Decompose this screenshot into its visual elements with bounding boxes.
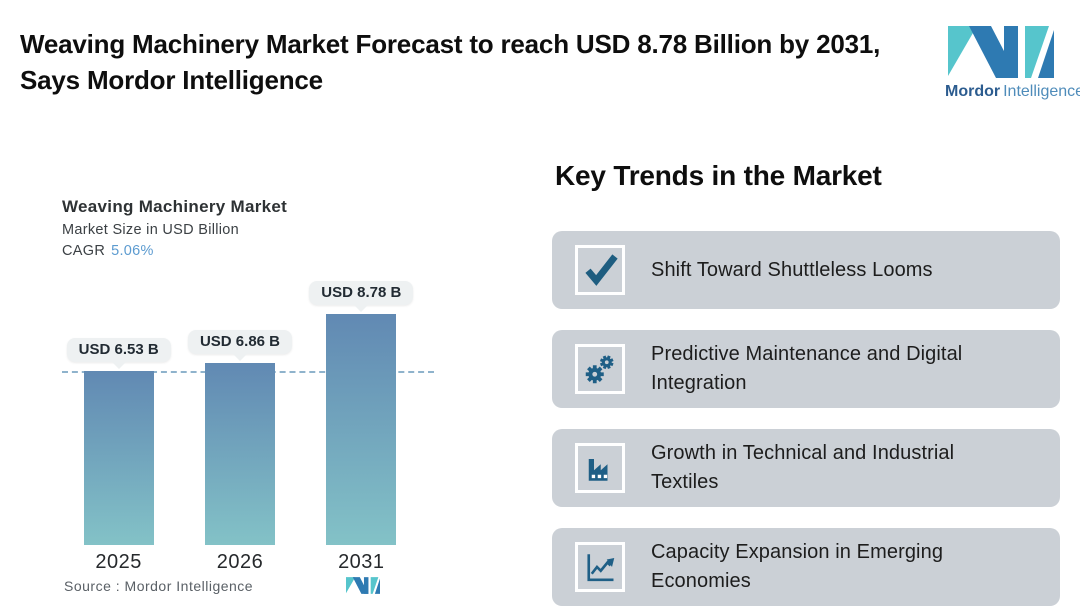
bar-group: USD 8.78 B	[301, 281, 422, 545]
page-title: Weaving Machinery Market Forecast to rea…	[20, 29, 881, 95]
mi-logo-small-icon	[346, 577, 380, 599]
gears-icon	[585, 355, 614, 384]
bubble-pointer	[232, 354, 247, 361]
brand-name-bold: Mordor	[945, 83, 1001, 100]
trend-card: Capacity Expansion in Emerging Economies	[552, 528, 1060, 606]
brand-logo: Mordor Intelligence	[945, 26, 1080, 101]
x-axis-tick: 2031	[338, 551, 385, 573]
bar	[83, 371, 154, 545]
bar-value-label: USD 6.86 B	[187, 330, 293, 354]
brand-name-light: Intelligence	[1003, 83, 1080, 100]
chart-cagr: CAGR 5.06%	[62, 243, 154, 259]
bar-group: USD 6.86 B	[179, 281, 300, 545]
trend-icon-box	[575, 245, 625, 295]
x-axis-tick: 2025	[95, 551, 142, 573]
trend-card-list: Shift Toward Shuttleless Looms Predictiv…	[552, 231, 1060, 606]
x-axis-labels: 2025 2026 2031	[58, 551, 422, 574]
bar-value-label: USD 6.53 B	[66, 338, 171, 362]
trend-card: Shift Toward Shuttleless Looms	[552, 231, 1060, 309]
trend-icon-box	[575, 542, 625, 592]
bar-value-label: USD 8.78 B	[309, 281, 414, 305]
trend-chart-icon	[587, 554, 615, 582]
trend-card: Predictive Maintenance and Digital Integ…	[552, 330, 1060, 408]
mordor-intelligence-logo-icon	[945, 26, 1077, 78]
chart-subtitle: Market Size in USD Billion	[62, 222, 240, 238]
cagr-value: 5.06%	[111, 243, 154, 259]
bubble-pointer	[354, 305, 369, 312]
x-axis-tick: 2026	[216, 551, 264, 573]
bar-columns: USD 6.53 B USD 6.86 B USD 8.78 B	[58, 281, 422, 545]
chart-title: Weaving Machinery Market	[62, 197, 288, 216]
trends-heading: Key Trends in the Market	[555, 160, 882, 191]
trend-label: Growth in Technical and Industrial Texti…	[651, 442, 955, 493]
bar	[204, 363, 275, 545]
trend-label: Shift Toward Shuttleless Looms	[651, 258, 933, 281]
cagr-label: CAGR	[62, 243, 106, 259]
trend-label: Predictive Maintenance and Digital Integ…	[651, 343, 963, 394]
trend-icon-box	[575, 344, 625, 394]
bar-group: USD 6.53 B	[58, 281, 179, 545]
trend-icon-box	[575, 443, 625, 493]
trend-label: Capacity Expansion in Emerging Economies	[651, 541, 944, 592]
factory-icon	[588, 459, 608, 481]
trend-card: Growth in Technical and Industrial Texti…	[552, 429, 1060, 507]
bar	[326, 314, 397, 545]
checkmark-icon	[585, 254, 618, 286]
bar-chart: USD 6.53 B USD 6.86 B USD 8.78 B	[58, 281, 434, 545]
brand-name: Mordor Intelligence	[945, 83, 1080, 101]
source-note: Source : Mordor Intelligence	[64, 578, 254, 594]
bubble-pointer	[111, 362, 126, 369]
